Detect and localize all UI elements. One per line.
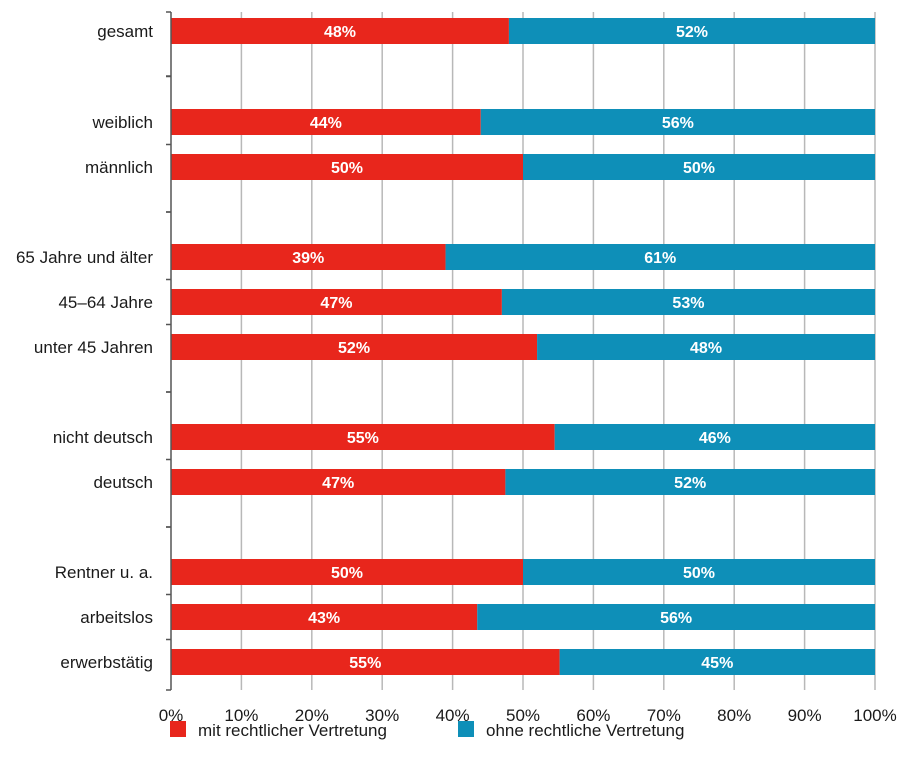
data-label: 47% [322,475,354,492]
data-label: 53% [672,295,704,312]
category-label: weiblich [92,113,153,132]
data-label: 50% [331,160,363,177]
x-tick-label: 70% [647,706,681,725]
bar-segment-mit [171,18,509,44]
bar-segment-ohne [477,604,875,630]
x-tick-label: 50% [506,706,540,725]
data-label: 56% [662,115,694,132]
category-label: erwerbstätig [60,653,153,672]
bar-segment-mit [171,334,538,360]
x-tick-label: 10% [224,706,258,725]
x-tick-label: 80% [717,706,751,725]
category-label: Rentner u. a. [55,563,153,582]
category-label: 45–64 Jahre [58,293,153,312]
legend-label-ohne: ohne rechtliche Vertretung [486,721,684,740]
bar-segment-mit [171,244,446,270]
bar-segment-ohne [501,289,875,315]
legend-label-mit: mit rechtlicher Vertretung [198,721,387,740]
category-label: gesamt [97,22,153,41]
x-tick-labels: 0% 10% 20% 30% 40% 50% 60% 70% 80% 90% 100% [159,706,897,725]
data-label: 55% [347,430,379,447]
category-labels: gesamt weiblich männlich 65 Jahre und älter… [16,22,153,672]
bar-segment-ohne [505,469,875,495]
x-tick-label: 90% [788,706,822,725]
data-label: 46% [699,430,731,447]
bar-segment-mit [171,154,523,180]
bar-segment-mit [171,604,478,630]
bar-segment-ohne [508,18,875,44]
category-label: deutsch [93,473,153,492]
category-label: 65 Jahre und älter [16,248,153,267]
data-label: 50% [331,565,363,582]
data-label: 39% [292,250,324,267]
bar-segment-ohne [480,109,875,135]
category-label: unter 45 Jahren [34,338,153,357]
bar-segment-mit [171,289,502,315]
bar-segment-ohne [537,334,875,360]
x-tick-label: 60% [576,706,610,725]
bar-segment-ohne [523,154,875,180]
x-tick-label: 0% [159,706,184,725]
data-label: 52% [338,340,370,357]
legend-swatch-mit [170,721,186,737]
bar-segment-mit [171,469,506,495]
x-tick-label: 20% [295,706,329,725]
data-label: 48% [324,24,356,41]
data-label: 50% [683,160,715,177]
data-label: 47% [320,295,352,312]
data-label: 56% [660,610,692,627]
x-tick-label: 40% [436,706,470,725]
data-label: 55% [349,655,381,672]
data-label: 45% [701,655,733,672]
bar-segment-ohne [554,424,875,450]
legend-swatch-ohne [458,721,474,737]
bar-segment-ohne [559,649,875,675]
x-tick-label: 100% [853,706,896,725]
category-label: männlich [85,158,153,177]
legend: mit rechtlicher Vertretung ohne rechtlic… [170,721,684,740]
data-label: 48% [690,340,722,357]
category-label: nicht deutsch [53,428,153,447]
data-label: 50% [683,565,715,582]
data-label: 43% [308,610,340,627]
bar-segment-mit [171,649,560,675]
category-label: arbeitslos [80,608,153,627]
data-label: 44% [310,115,342,132]
data-label: 61% [644,250,676,267]
x-tick-label: 30% [365,706,399,725]
y-axis [166,11,172,691]
bar-segment-mit [171,109,481,135]
bar-segment-mit [171,559,523,585]
bar-segment-mit [171,424,555,450]
data-label: 52% [674,475,706,492]
bar-segment-ohne [523,559,875,585]
data-label: 52% [676,24,708,41]
bar-segment-ohne [445,244,875,270]
bars: 48% 52% 44% 56% 50% 50% 39% 61% 47% 53% 52% 48% 55% 4… [171,18,875,675]
